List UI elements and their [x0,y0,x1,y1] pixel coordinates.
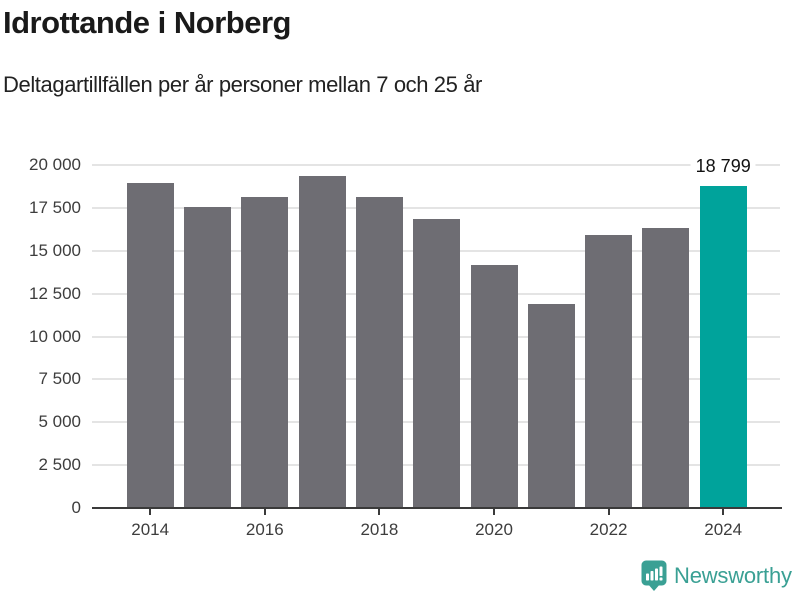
y-axis-label: 17 500 [29,197,81,217]
y-axis-label: 5 000 [38,412,81,432]
bar-2020 [470,265,518,508]
bar-2018 [355,196,403,508]
x-axis-label: 2014 [131,520,170,539]
gridline [92,206,780,209]
x-axis-tick [493,509,495,515]
bar-2017 [298,176,346,508]
x-axis-tick [722,509,725,515]
x-axis-tick [607,509,610,515]
x-axis-label: 2020 [475,520,513,539]
bar-2016 [241,196,289,508]
bar-2022 [585,235,633,508]
x-axis-label: 2016 [245,520,284,539]
bar-2019 [413,219,461,508]
x-axis-label: 2022 [589,520,628,539]
x-axis-tick [378,509,381,515]
value-annotation: 18 799 [690,154,756,177]
y-axis-label: 0 [71,498,81,517]
gridline [92,164,780,166]
chart-subtitle: Deltagartillfällen per år personer mella… [3,72,482,97]
x-axis-tick [263,509,266,515]
newsworthy-wordmark: Newsworthy [674,562,792,588]
chart-title: Idrottande i Norberg [3,5,291,40]
newsworthy-bubble-chart-icon [641,560,667,591]
x-axis-tick [149,509,152,515]
y-axis-label: 10 000 [29,326,81,346]
y-axis-label: 7 500 [38,369,81,389]
bar-2021 [527,303,575,508]
x-axis-line [92,507,782,509]
bar-2014 [126,183,174,508]
x-axis-label: 2024 [704,520,743,539]
y-axis-label: 12 500 [29,283,81,303]
newsworthy-logo[interactable]: Newsworthy [641,560,792,591]
y-axis-label: 2 500 [38,455,81,475]
bar-2023 [642,227,690,508]
bar-2015 [184,207,231,508]
bar-2024 [699,185,747,508]
y-axis-label: 20 000 [29,155,81,174]
x-axis-label: 2018 [360,520,399,539]
y-axis-label: 15 000 [29,240,81,260]
